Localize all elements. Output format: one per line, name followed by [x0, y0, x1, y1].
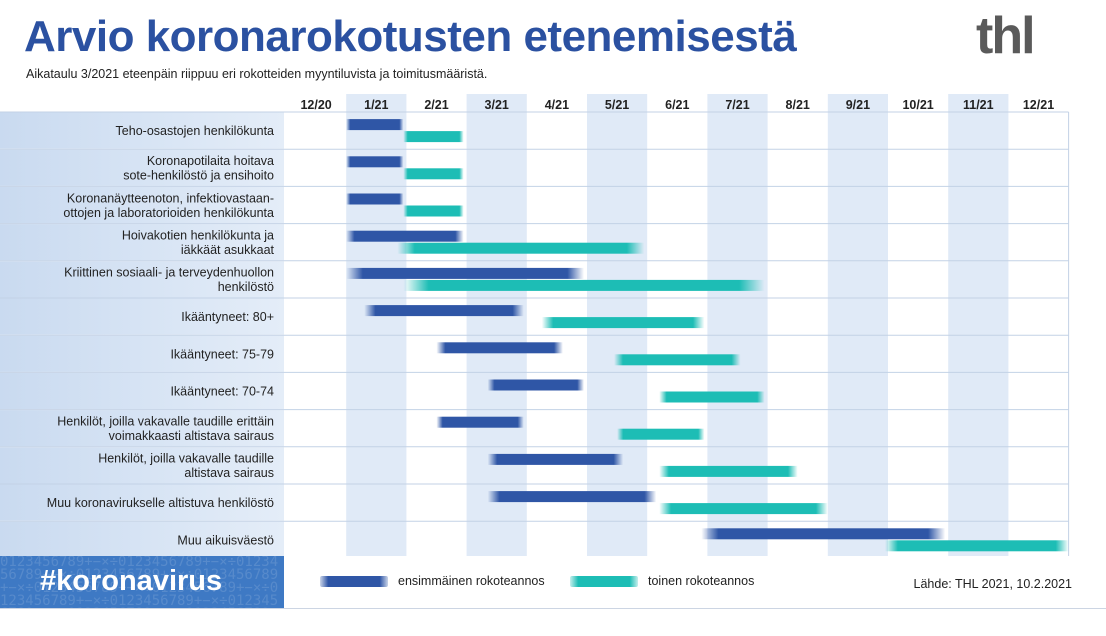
row-label: Ikääntyneet: 80+ — [181, 310, 274, 324]
row-label: Koronanäytteenoton, infektiovastaan-otto… — [63, 191, 274, 220]
row-label-bg — [0, 372, 284, 410]
row-label: Hoivakotien henkilökunta ja iäkkäät asukk… — [122, 228, 275, 257]
row-label-bg — [0, 410, 284, 447]
bar-first-dose — [487, 491, 657, 503]
row-label-bg — [0, 261, 284, 298]
bar-second-dose — [403, 279, 765, 291]
legend-first-dose: ensimmäinen rokoteannos — [320, 572, 545, 590]
legend-label-first: ensimmäinen rokoteannos — [398, 574, 545, 588]
bar-second-dose — [541, 317, 705, 329]
month-label: 12/21 — [1023, 98, 1054, 112]
bar-second-dose — [659, 465, 798, 477]
legend-swatch-second — [570, 575, 638, 587]
hashtag-text: #koronavirus — [40, 565, 223, 597]
thl-logo: thl — [976, 7, 1036, 65]
bar-first-dose — [701, 528, 946, 540]
row-label: Kriittinen sosiaali- ja terveydenhuollon… — [64, 266, 274, 295]
row-label-bg — [0, 484, 284, 521]
row-label: Ikääntyneet: 70-74 — [170, 385, 274, 399]
shaded-month-11-21 — [948, 94, 1009, 556]
bar-first-dose — [487, 379, 584, 391]
row-label-bg — [0, 521, 284, 556]
bar-first-dose — [346, 156, 404, 168]
bar-second-dose — [403, 131, 464, 143]
bar-second-dose — [614, 354, 741, 366]
month-label: 7/21 — [725, 98, 749, 112]
row-label: Muu koronavirukselle altistuva henkilöst… — [47, 496, 274, 510]
month-label: 2/21 — [424, 98, 448, 112]
chart-subtitle: Aikataulu 3/2021 eteenpäin riippuu eri r… — [26, 67, 488, 81]
number-pattern-decoration: 0123456789+−×÷0123456789+−×÷0123456789+−… — [0, 556, 279, 608]
legend-label-second: toinen rokoteannos — [648, 574, 755, 588]
bar-first-dose — [346, 267, 584, 279]
chart-title: Arvio koronarokotusten etenemisestä — [24, 12, 797, 61]
month-label: 3/21 — [485, 98, 509, 112]
shaded-month-9-21 — [827, 94, 888, 556]
month-label: 8/21 — [786, 98, 810, 112]
month-label: 10/21 — [902, 98, 933, 112]
bottom-divider — [0, 608, 1106, 609]
footer: 0123456789+−×÷0123456789+−×÷0123456789+−… — [0, 556, 1106, 608]
bar-second-dose — [403, 205, 464, 217]
row-label: Muu aikuisväestö — [177, 533, 274, 547]
hashtag-banner: 0123456789+−×÷0123456789+−×÷0123456789+−… — [0, 556, 284, 608]
row-label-bg — [0, 186, 284, 224]
row-label: Teho-osastojen henkilökunta — [116, 124, 274, 138]
source-note: Lähde: THL 2021, 10.2.2021 — [913, 577, 1072, 591]
month-label: 6/21 — [665, 98, 689, 112]
row-label: Ikääntyneet: 75-79 — [170, 347, 274, 361]
month-label: 5/21 — [605, 98, 629, 112]
bar-first-dose — [346, 193, 404, 205]
row-label-bg — [0, 335, 284, 372]
bar-second-dose — [617, 428, 705, 440]
row-label-bg — [0, 149, 284, 186]
bar-first-dose — [487, 453, 624, 465]
month-label: 12/20 — [300, 98, 331, 112]
bar-second-dose — [403, 168, 464, 180]
shaded-month-7-21 — [707, 94, 768, 556]
shaded-month-1-21 — [346, 94, 407, 556]
bar-first-dose — [364, 305, 524, 317]
row-label-bg — [0, 298, 284, 335]
gantt-chart: Teho-osastojen henkilökunta Koronapotilai… — [0, 94, 1070, 556]
bar-first-dose — [436, 342, 563, 354]
month-label: 1/21 — [364, 98, 388, 112]
bar-second-dose — [397, 242, 645, 254]
legend-second-dose: toinen rokoteannos — [570, 572, 754, 590]
month-label: 9/21 — [846, 98, 870, 112]
bar-first-dose — [346, 119, 404, 131]
row-label-bg — [0, 112, 284, 149]
row-label: Koronapotilaita hoitava sote-henkilöstö j… — [123, 154, 274, 183]
bar-first-dose — [346, 230, 464, 242]
row-label-bg — [0, 224, 284, 261]
bar-second-dose — [659, 503, 828, 515]
row-label: Henkilöt, joilla vakavalle taudille erit… — [57, 414, 274, 443]
legend-swatch-first — [320, 575, 388, 587]
row-label: Henkilöt, joilla vakavalle taudille altis… — [98, 452, 274, 481]
shaded-month-3-21 — [466, 94, 527, 556]
bar-second-dose — [659, 391, 765, 403]
month-label: 4/21 — [545, 98, 569, 112]
month-label: 11/21 — [963, 98, 994, 112]
bar-second-dose — [884, 540, 1069, 552]
bar-first-dose — [436, 416, 524, 428]
row-label-bg — [0, 447, 284, 484]
